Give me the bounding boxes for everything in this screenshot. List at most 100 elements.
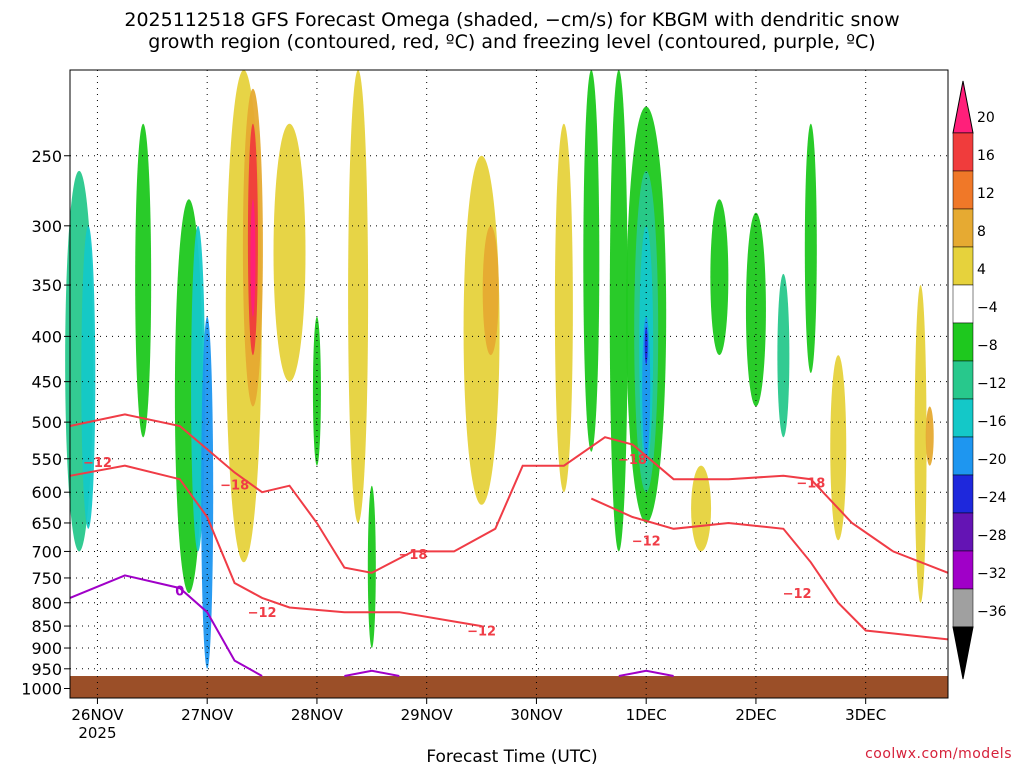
colorbar-swatch xyxy=(952,360,974,400)
colorbar-swatch xyxy=(952,284,974,324)
x-tick-label: 27NOV xyxy=(181,706,234,724)
y-tick-label: 400 xyxy=(31,327,62,346)
y-tick-label: 550 xyxy=(31,450,62,469)
colorbar-label: 16 xyxy=(977,148,995,164)
plot-frame xyxy=(69,69,949,699)
omega-shaded-area xyxy=(81,225,96,529)
colorbar-label: 8 xyxy=(977,224,986,240)
colorbar-label: 4 xyxy=(977,262,986,278)
colorbar-label: −4 xyxy=(977,300,998,316)
colorbar-label: −8 xyxy=(977,338,998,354)
dgz-isotherm-line xyxy=(69,413,949,574)
contour-label: −18 xyxy=(618,453,647,468)
omega-shaded-area xyxy=(367,485,376,649)
contour-label: −18 xyxy=(398,548,427,563)
omega-shaded-area xyxy=(250,199,256,317)
terrain-layer xyxy=(70,676,948,698)
omega-shaded-area xyxy=(135,123,152,438)
omega-shaded-area xyxy=(609,69,628,552)
y-tick-label: 950 xyxy=(31,660,62,679)
contour-layer: −12 −18 −12 −18 −12 −18 −12 −18 −12 0 xyxy=(69,413,949,677)
y-tick-label: 250 xyxy=(31,147,62,166)
colorbar-swatch xyxy=(952,626,974,680)
colorbar-label: −12 xyxy=(977,376,1007,392)
freezing-level-line xyxy=(69,574,263,677)
source-credit: coolwx.com/models xyxy=(865,746,1012,762)
colorbar-swatch xyxy=(952,132,974,172)
freezing-level-line xyxy=(618,669,674,677)
omega-shaded-area xyxy=(777,273,790,438)
colorbar-swatch xyxy=(952,322,974,362)
y-tick-label: 450 xyxy=(31,373,62,392)
colorbar-swatch xyxy=(952,80,974,134)
colorbar: 20 16 12 8 4 −4 −8 −12 −16 −20 −24 −28 −32 −36 xyxy=(952,80,1007,680)
omega-shaded-area xyxy=(914,285,927,603)
contour-label: −12 xyxy=(783,587,812,602)
colorbar-swatch xyxy=(952,208,974,248)
omega-shaded-area xyxy=(273,123,306,382)
omega-shaded-area xyxy=(830,355,847,541)
gridlines xyxy=(70,70,948,698)
omega-shaded-area xyxy=(312,316,321,466)
x-tick-label: 29NOV xyxy=(401,706,454,724)
x-tick-label: 28NOV xyxy=(291,706,344,724)
dgz-isotherm-line xyxy=(69,464,482,628)
omega-shaded-area xyxy=(925,406,934,466)
omega-shading-layer xyxy=(65,69,934,669)
x-tick-label: 1DEC xyxy=(626,706,667,724)
y-tick-label: 850 xyxy=(31,617,62,636)
omega-shaded-area xyxy=(804,123,817,374)
colorbar-swatch xyxy=(952,512,974,552)
omega-shaded-area xyxy=(554,123,573,493)
contour-label: −12 xyxy=(467,625,496,640)
omega-shaded-area xyxy=(348,69,369,523)
chart-title-line-1: 2025112518 GFS Forecast Omega (shaded, −… xyxy=(124,9,900,31)
y-tick-label: 700 xyxy=(31,542,62,561)
colorbar-label: −36 xyxy=(977,604,1007,620)
omega-shaded-area xyxy=(642,316,651,459)
omega-shaded-area xyxy=(710,199,729,356)
colorbar-label: −28 xyxy=(977,528,1007,544)
y-tick-label: 500 xyxy=(31,413,62,432)
contour-label: −12 xyxy=(83,456,112,471)
y-tick-label: 650 xyxy=(31,514,62,533)
colorbar-swatch xyxy=(952,246,974,286)
y-tick-label: 900 xyxy=(31,639,62,658)
contour-label: −12 xyxy=(248,606,277,621)
colorbar-label: 12 xyxy=(977,186,995,202)
contour-label: −12 xyxy=(632,534,661,549)
colorbar-label: −16 xyxy=(977,414,1007,430)
x-tick-label: 3DEC xyxy=(845,706,886,724)
terrain-fill xyxy=(70,676,948,698)
colorbar-swatch xyxy=(952,436,974,476)
omega-shaded-area xyxy=(583,70,600,452)
y-axis-ticks: 250 300 350 400 450 500 550 600 650 700 750 800 850 9… xyxy=(21,147,70,699)
y-tick-label: 350 xyxy=(31,276,62,295)
colorbar-swatch xyxy=(952,398,974,438)
colorbar-swatch xyxy=(952,474,974,514)
omega-shaded-area xyxy=(482,225,499,356)
contour-label: −18 xyxy=(220,478,249,493)
x-tick-label: 30NOV xyxy=(510,706,563,724)
y-tick-label: 600 xyxy=(31,483,62,502)
colorbar-swatch xyxy=(952,550,974,590)
x-tick-sublabel: 2025 xyxy=(78,724,116,742)
contour-label: 0 xyxy=(175,585,184,600)
colorbar-swatch xyxy=(952,170,974,210)
freezing-level-line xyxy=(344,669,400,677)
colorbar-label: 20 xyxy=(977,110,995,126)
y-tick-label: 1000 xyxy=(21,680,62,699)
colorbar-label: −20 xyxy=(977,452,1007,468)
colorbar-label: −24 xyxy=(977,490,1007,506)
omega-shaded-area xyxy=(201,316,214,669)
y-tick-label: 300 xyxy=(31,217,62,236)
chart-title-line-2: growth region (contoured, red, ºC) and f… xyxy=(148,31,876,53)
omega-shaded-area xyxy=(745,212,766,407)
omega-shaded-area xyxy=(691,465,712,552)
colorbar-swatch xyxy=(952,588,974,628)
x-tick-label: 26NOV xyxy=(71,706,124,724)
contour-label: −18 xyxy=(796,476,825,491)
colorbar-label: −32 xyxy=(977,566,1007,582)
